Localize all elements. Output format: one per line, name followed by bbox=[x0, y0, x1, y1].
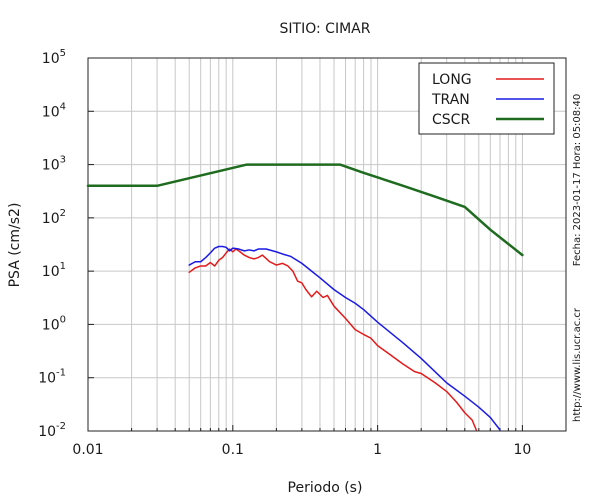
y-tick-label: 102 bbox=[42, 208, 66, 227]
series-line-cscr bbox=[86, 163, 524, 257]
x-tick-label: 1 bbox=[373, 442, 382, 458]
source-url: http://www.lis.ucr.ac.cr bbox=[572, 307, 583, 422]
plot-frame bbox=[87, 57, 567, 432]
grid bbox=[87, 57, 567, 432]
x-tick-label: 0.1 bbox=[222, 442, 244, 458]
y-tick-label: 10-2 bbox=[38, 421, 66, 440]
series-line-long bbox=[188, 248, 477, 431]
legend: LONG TRAN CSCR bbox=[418, 62, 555, 135]
legend-label-tran: TRAN bbox=[431, 92, 470, 108]
axis-ticks: 0.01 0.1 1 10 10-2 10-1 100 101 102 103 104 105 bbox=[38, 48, 567, 458]
legend-label-long: LONG bbox=[432, 72, 472, 88]
chart-title: SITIO: CIMAR bbox=[280, 21, 371, 37]
y-tick-label: 103 bbox=[42, 155, 66, 174]
x-axis-label: Periodo (s) bbox=[288, 480, 363, 496]
y-tick-label: 100 bbox=[42, 314, 66, 333]
series-line-tran bbox=[188, 245, 501, 431]
legend-label-cscr: CSCR bbox=[432, 112, 470, 128]
date-stamp: Fecha: 2023-01-17 Hora: 05:08:40 bbox=[572, 94, 583, 267]
y-tick-label: 104 bbox=[42, 101, 66, 120]
x-tick-label: 0.01 bbox=[72, 442, 103, 458]
y-tick-label: 101 bbox=[42, 261, 66, 280]
y-axis-label: PSA (cm/s2) bbox=[7, 203, 23, 288]
series-lines bbox=[86, 163, 524, 431]
y-tick-label: 10-1 bbox=[38, 368, 66, 387]
x-tick-label: 10 bbox=[513, 442, 531, 458]
y-tick-label: 105 bbox=[42, 48, 66, 67]
